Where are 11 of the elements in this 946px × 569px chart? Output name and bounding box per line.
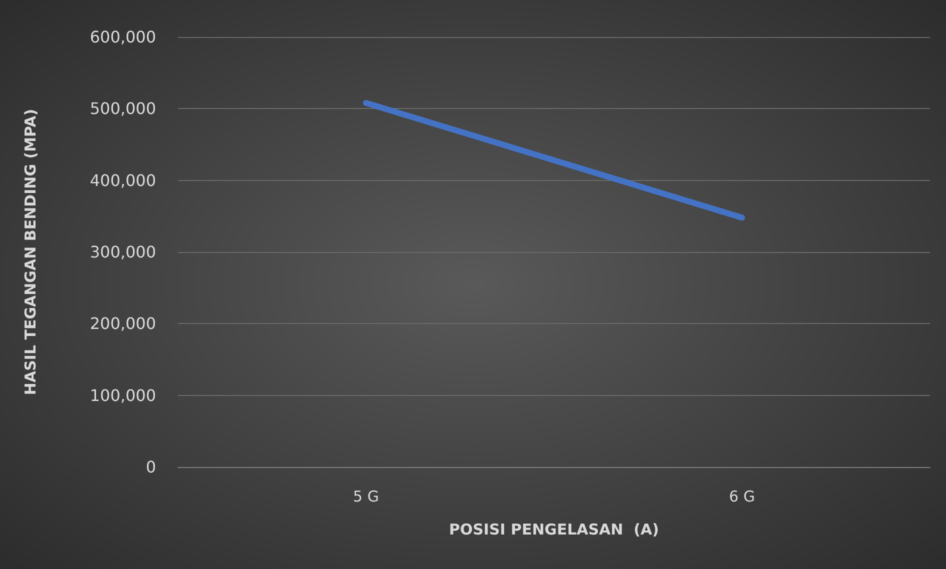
- y-tick-label: 0: [146, 458, 156, 476]
- x-axis-title: POSISI PENGELASAN (A): [449, 520, 659, 538]
- y-tick-label: 300,000: [90, 242, 156, 262]
- y-tick-label: 100,000: [90, 386, 156, 405]
- y-tick-label: 600,000: [90, 28, 156, 46]
- y-tick-label: 400,000: [90, 170, 156, 190]
- y-tick-label: 200,000: [90, 314, 156, 334]
- y-axis-title: HASIL TEGANGAN BENDING (MPA): [22, 108, 40, 396]
- x-tick-label: 5 G: [353, 488, 379, 506]
- y-tick-label: 500,000: [90, 99, 156, 118]
- x-tick-label: 6 G: [729, 488, 755, 506]
